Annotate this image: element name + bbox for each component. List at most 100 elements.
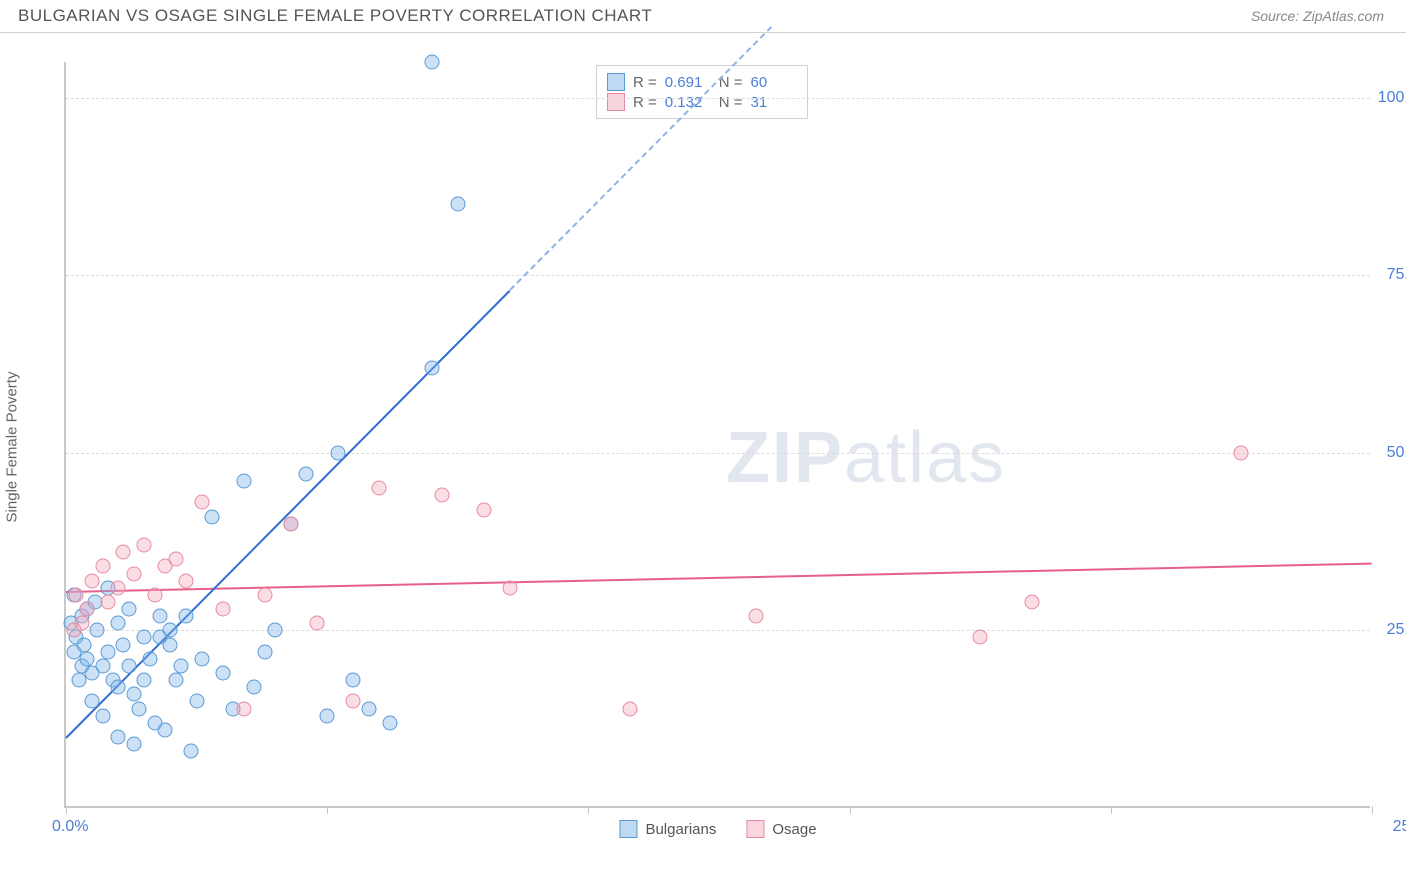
data-point bbox=[163, 637, 178, 652]
data-point bbox=[100, 594, 115, 609]
data-point bbox=[1234, 445, 1249, 460]
data-point bbox=[79, 651, 94, 666]
n-value-bulgarians: 60 bbox=[751, 74, 797, 91]
data-point bbox=[111, 616, 126, 631]
data-point bbox=[320, 708, 335, 723]
data-point bbox=[163, 623, 178, 638]
data-point bbox=[503, 580, 518, 595]
data-point bbox=[126, 566, 141, 581]
data-point bbox=[283, 516, 298, 531]
data-point bbox=[126, 687, 141, 702]
x-tick-label-min: 0.0% bbox=[52, 818, 88, 836]
data-point bbox=[184, 744, 199, 759]
gridline bbox=[66, 453, 1370, 454]
data-point bbox=[194, 495, 209, 510]
data-point bbox=[111, 729, 126, 744]
source-attribution: Source: ZipAtlas.com bbox=[1251, 8, 1384, 24]
swatch-blue bbox=[607, 73, 625, 91]
y-tick-label: 75.0% bbox=[1387, 266, 1406, 284]
data-point bbox=[189, 694, 204, 709]
data-point bbox=[257, 644, 272, 659]
data-point bbox=[623, 701, 638, 716]
x-tick bbox=[327, 806, 328, 814]
data-point bbox=[111, 680, 126, 695]
chart-title: BULGARIAN VS OSAGE SINGLE FEMALE POVERTY… bbox=[18, 6, 652, 26]
data-point bbox=[476, 502, 491, 517]
chart-area: Single Female Poverty ZIPatlas 0.0% 25.0… bbox=[48, 62, 1388, 832]
data-point bbox=[382, 715, 397, 730]
data-point bbox=[116, 545, 131, 560]
data-point bbox=[257, 587, 272, 602]
gridline bbox=[66, 275, 1370, 276]
n-value-osage: 31 bbox=[751, 94, 797, 111]
y-tick-label: 50.0% bbox=[1387, 444, 1406, 462]
swatch-blue-icon bbox=[619, 820, 637, 838]
data-point bbox=[168, 552, 183, 567]
legend-item-bulgarians: Bulgarians bbox=[619, 820, 716, 838]
data-point bbox=[121, 602, 136, 617]
gridline bbox=[66, 98, 1370, 99]
x-tick bbox=[1372, 806, 1373, 814]
correlation-legend: R = 0.691 N = 60 R = 0.132 N = 31 bbox=[596, 65, 808, 119]
data-point bbox=[85, 573, 100, 588]
data-point bbox=[179, 609, 194, 624]
data-point bbox=[424, 55, 439, 70]
watermark: ZIPatlas bbox=[726, 417, 1006, 499]
data-point bbox=[299, 467, 314, 482]
x-tick bbox=[588, 806, 589, 814]
data-point bbox=[137, 630, 152, 645]
swatch-pink-icon bbox=[746, 820, 764, 838]
data-point bbox=[215, 602, 230, 617]
data-point bbox=[424, 360, 439, 375]
data-point bbox=[215, 666, 230, 681]
data-point bbox=[79, 602, 94, 617]
data-point bbox=[309, 616, 324, 631]
data-point bbox=[236, 474, 251, 489]
data-point bbox=[69, 587, 84, 602]
data-point bbox=[346, 694, 361, 709]
data-point bbox=[137, 673, 152, 688]
r-value-bulgarians: 0.691 bbox=[665, 74, 711, 91]
data-point bbox=[77, 637, 92, 652]
data-point bbox=[132, 701, 147, 716]
y-tick-label: 100.0% bbox=[1378, 89, 1406, 107]
y-tick-label: 25.0% bbox=[1387, 621, 1406, 639]
data-point bbox=[361, 701, 376, 716]
data-point bbox=[95, 708, 110, 723]
data-point bbox=[66, 623, 81, 638]
chart-header: BULGARIAN VS OSAGE SINGLE FEMALE POVERTY… bbox=[0, 0, 1406, 33]
data-point bbox=[236, 701, 251, 716]
data-point bbox=[116, 637, 131, 652]
data-point bbox=[346, 673, 361, 688]
y-axis-label: Single Female Poverty bbox=[4, 372, 21, 523]
legend-row-bulgarians: R = 0.691 N = 60 bbox=[607, 73, 797, 91]
series-legend: Bulgarians Osage bbox=[619, 820, 816, 838]
data-point bbox=[121, 658, 136, 673]
data-point bbox=[137, 538, 152, 553]
x-tick bbox=[66, 806, 67, 814]
legend-item-osage: Osage bbox=[746, 820, 816, 838]
data-point bbox=[147, 587, 162, 602]
data-point bbox=[205, 509, 220, 524]
legend-label-osage: Osage bbox=[772, 821, 816, 838]
data-point bbox=[158, 722, 173, 737]
data-point bbox=[247, 680, 262, 695]
data-point bbox=[173, 658, 188, 673]
swatch-pink bbox=[607, 93, 625, 111]
data-point bbox=[111, 580, 126, 595]
x-tick-label-max: 25.0% bbox=[1393, 818, 1406, 836]
data-point bbox=[168, 673, 183, 688]
data-point bbox=[95, 559, 110, 574]
data-point bbox=[179, 573, 194, 588]
data-point bbox=[153, 609, 168, 624]
data-point bbox=[267, 623, 282, 638]
data-point bbox=[126, 737, 141, 752]
legend-label-bulgarians: Bulgarians bbox=[645, 821, 716, 838]
x-tick bbox=[850, 806, 851, 814]
x-tick bbox=[1111, 806, 1112, 814]
data-point bbox=[95, 658, 110, 673]
data-point bbox=[142, 651, 157, 666]
plot-region: ZIPatlas 0.0% 25.0% R = 0.691 N = 60 R =… bbox=[64, 62, 1370, 808]
data-point bbox=[973, 630, 988, 645]
data-point bbox=[100, 644, 115, 659]
